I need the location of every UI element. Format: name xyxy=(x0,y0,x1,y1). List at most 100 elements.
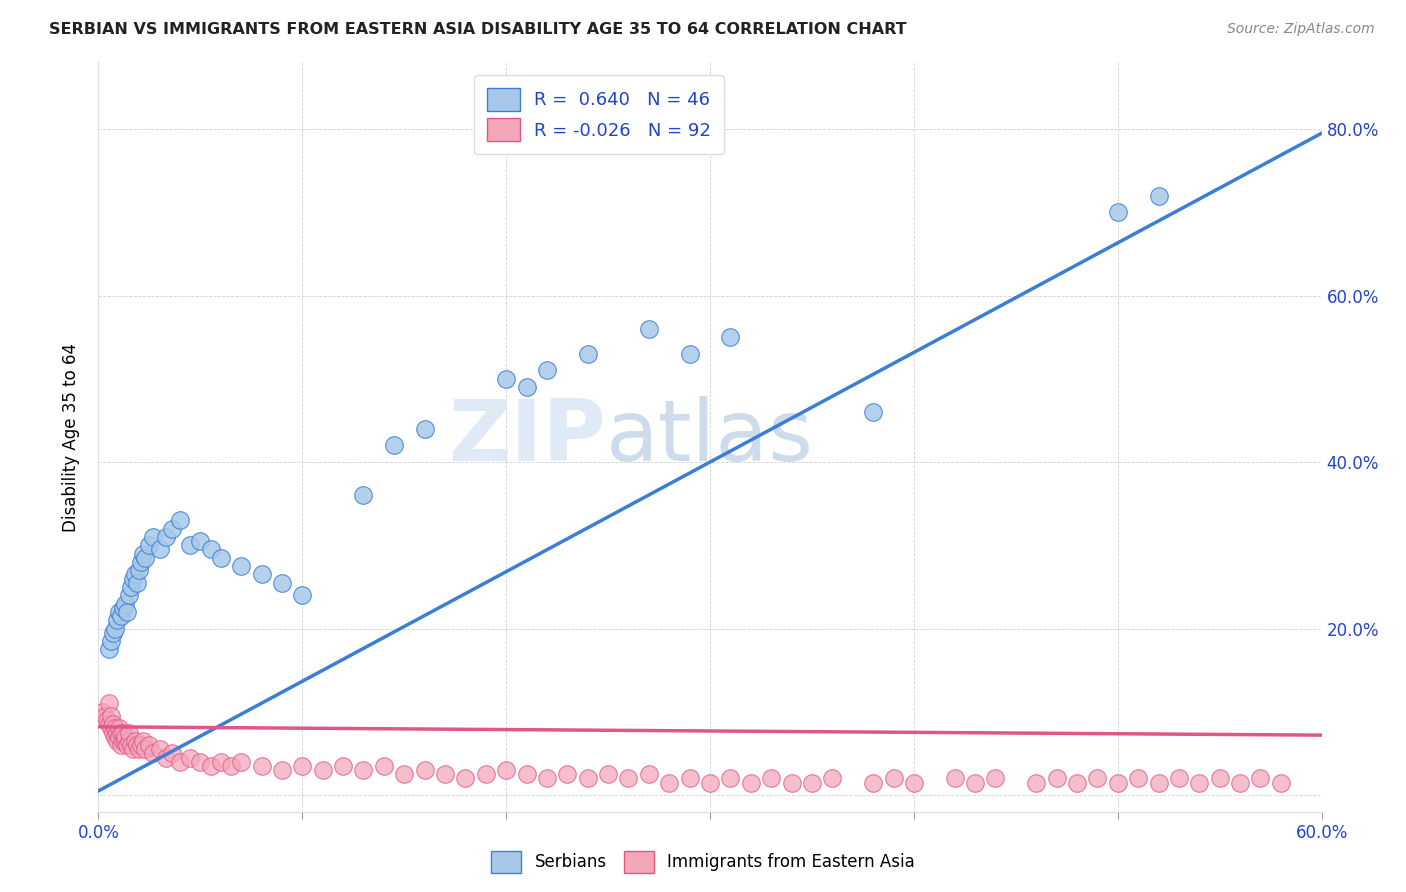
Point xyxy=(1147,775,1170,789)
Legend: R =  0.640   N = 46, R = -0.026   N = 92: R = 0.640 N = 46, R = -0.026 N = 92 xyxy=(474,75,724,154)
Point xyxy=(101,625,124,640)
Point xyxy=(96,713,118,727)
Point xyxy=(100,722,122,736)
Point xyxy=(250,759,273,773)
Point xyxy=(780,775,803,789)
Point xyxy=(108,605,131,619)
Point xyxy=(105,734,128,748)
Point xyxy=(373,759,395,773)
Point xyxy=(291,759,314,773)
Point xyxy=(250,567,273,582)
Text: SERBIAN VS IMMIGRANTS FROM EASTERN ASIA DISABILITY AGE 35 TO 64 CORRELATION CHAR: SERBIAN VS IMMIGRANTS FROM EASTERN ASIA … xyxy=(49,22,907,37)
Point xyxy=(352,488,374,502)
Point xyxy=(536,772,558,786)
Point xyxy=(413,422,436,436)
Point xyxy=(160,747,183,761)
Point xyxy=(118,725,141,739)
Point xyxy=(124,734,146,748)
Legend: Serbians, Immigrants from Eastern Asia: Serbians, Immigrants from Eastern Asia xyxy=(485,845,921,880)
Point xyxy=(160,522,183,536)
Point xyxy=(97,642,120,657)
Point xyxy=(149,542,172,557)
Point xyxy=(536,363,558,377)
Point xyxy=(138,738,160,752)
Point xyxy=(155,750,177,764)
Point xyxy=(179,750,201,764)
Point xyxy=(120,580,142,594)
Point xyxy=(111,734,134,748)
Point xyxy=(111,725,134,739)
Point xyxy=(291,588,314,602)
Point xyxy=(903,775,925,789)
Point xyxy=(97,717,120,731)
Point xyxy=(1025,775,1047,789)
Point xyxy=(718,772,742,786)
Point xyxy=(270,575,294,590)
Point xyxy=(101,725,124,739)
Point xyxy=(114,597,136,611)
Point xyxy=(114,734,136,748)
Point xyxy=(413,763,436,777)
Point xyxy=(104,722,127,736)
Point xyxy=(1209,772,1232,786)
Point xyxy=(637,322,661,336)
Point xyxy=(1107,205,1129,219)
Point xyxy=(155,530,177,544)
Point xyxy=(943,772,966,786)
Point xyxy=(110,725,132,739)
Point xyxy=(108,730,131,744)
Point xyxy=(1249,772,1271,786)
Text: ZIP: ZIP xyxy=(449,395,606,479)
Point xyxy=(110,738,132,752)
Point xyxy=(124,567,146,582)
Point xyxy=(200,759,222,773)
Point xyxy=(142,530,165,544)
Point xyxy=(100,634,122,648)
Point xyxy=(1085,772,1108,786)
Point xyxy=(454,772,477,786)
Point xyxy=(114,730,136,744)
Text: atlas: atlas xyxy=(606,395,814,479)
Point xyxy=(740,775,762,789)
Point xyxy=(118,734,141,748)
Point xyxy=(101,717,124,731)
Point xyxy=(862,405,884,419)
Point xyxy=(801,775,824,789)
Point xyxy=(495,372,517,386)
Point xyxy=(142,747,165,761)
Point xyxy=(332,759,354,773)
Point xyxy=(179,538,201,552)
Point xyxy=(209,755,232,769)
Point xyxy=(188,534,212,549)
Point xyxy=(132,734,155,748)
Point xyxy=(352,763,374,777)
Point xyxy=(617,772,640,786)
Point xyxy=(1167,772,1189,786)
Point xyxy=(392,767,416,781)
Point xyxy=(169,513,191,527)
Point xyxy=(862,775,884,789)
Point xyxy=(128,742,150,756)
Point xyxy=(1107,775,1129,789)
Point xyxy=(104,622,127,636)
Point xyxy=(679,772,702,786)
Point xyxy=(104,730,127,744)
Text: Source: ZipAtlas.com: Source: ZipAtlas.com xyxy=(1227,22,1375,37)
Point xyxy=(209,550,232,565)
Point xyxy=(576,772,599,786)
Point xyxy=(984,772,1007,786)
Point xyxy=(1147,188,1170,202)
Point xyxy=(270,763,294,777)
Point xyxy=(127,738,149,752)
Point xyxy=(231,755,253,769)
Point xyxy=(1045,772,1069,786)
Point xyxy=(115,738,138,752)
Point xyxy=(93,709,115,723)
Point xyxy=(110,609,132,624)
Point xyxy=(100,709,122,723)
Point xyxy=(105,613,128,627)
Point xyxy=(1128,772,1150,786)
Point xyxy=(118,588,141,602)
Point xyxy=(91,705,114,719)
Point xyxy=(188,755,212,769)
